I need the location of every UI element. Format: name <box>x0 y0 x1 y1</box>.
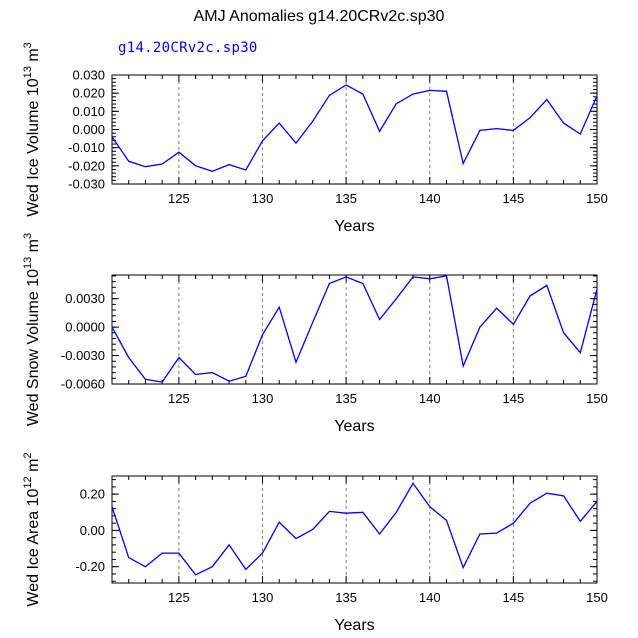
x-tick-label: 140 <box>419 191 441 206</box>
run-label: g14.20CRv2c.sp30 <box>118 40 258 56</box>
y-tick-label: -0.0060 <box>61 377 105 392</box>
y-tick-label: 0.020 <box>72 86 105 101</box>
x-tick-label: 125 <box>168 191 190 206</box>
x-axis-label: Years <box>334 218 374 235</box>
y-tick-label: 0.000 <box>72 122 105 137</box>
x-tick-label: 135 <box>335 191 357 206</box>
y-tick-label: 0.00 <box>80 523 105 538</box>
x-tick-label: 125 <box>168 590 190 605</box>
y-axis-label: Wed Ice Volume 1013 m3 <box>22 42 42 217</box>
panel-3: 125 130 135 140 145 150 -0.20 0.00 0.20 Years Wed … <box>22 452 608 634</box>
y-tick-label: -0.010 <box>68 140 105 155</box>
y-tick-label: 0.20 <box>80 487 105 502</box>
plot-frame <box>111 74 598 185</box>
chart-title: AMJ Anomalies g14.20CRv2c.sp30 <box>193 8 445 25</box>
y-tick-label: -0.020 <box>68 158 105 173</box>
y-tick-label: -0.20 <box>75 559 105 574</box>
x-tick-label: 135 <box>335 590 357 605</box>
x-tick-label: 145 <box>503 391 525 406</box>
y-tick-label: 0.030 <box>72 68 105 83</box>
y-tick-label: -0.0030 <box>61 348 105 363</box>
x-tick-label: 150 <box>586 191 608 206</box>
panel-2: 125 130 135 140 145 150 -0.0060 -0.0030 0.0000 0.… <box>22 233 608 435</box>
series-line <box>111 482 598 576</box>
y-tick-label: 0.010 <box>72 104 105 119</box>
panel-1: 125 130 135 140 145 150 -0.030 -0.020 -0.010 0.00… <box>22 42 608 235</box>
x-axis-label: Years <box>334 617 374 634</box>
x-tick-label: 130 <box>252 590 274 605</box>
y-tick-label: 0.0000 <box>65 320 105 335</box>
x-tick-label: 140 <box>419 391 441 406</box>
series-line <box>111 84 598 172</box>
y-tick-label: -0.030 <box>68 177 105 192</box>
series-line <box>111 275 598 383</box>
x-tick-label: 145 <box>503 191 525 206</box>
y-axis-label: Wed Ice Area 1012 m2 <box>22 452 42 606</box>
plot-frame <box>111 274 598 385</box>
y-tick-label: 0.0030 <box>65 291 105 306</box>
x-tick-label: 150 <box>586 590 608 605</box>
y-axis-label: Wed Snow Volume 1013 m3 <box>22 233 42 426</box>
x-tick-label: 125 <box>168 391 190 406</box>
x-tick-label: 135 <box>335 391 357 406</box>
x-tick-label: 140 <box>419 590 441 605</box>
plot-frame <box>111 475 598 584</box>
x-tick-label: 150 <box>586 391 608 406</box>
x-tick-label: 145 <box>503 590 525 605</box>
x-tick-label: 130 <box>252 191 274 206</box>
x-axis-label: Years <box>334 418 374 435</box>
x-tick-label: 130 <box>252 391 274 406</box>
